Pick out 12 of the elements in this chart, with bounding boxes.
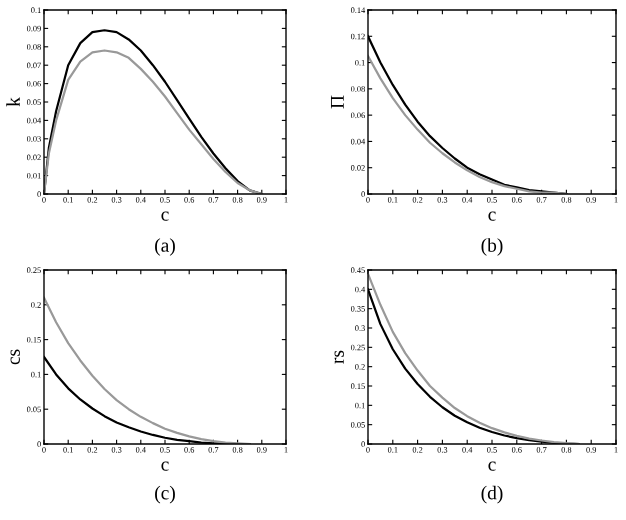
text: (b) bbox=[481, 238, 503, 256]
x-axis-title: c bbox=[488, 211, 496, 221]
y-axis-title: cs bbox=[10, 349, 20, 365]
y-axis-title: Π bbox=[330, 95, 344, 109]
text: (a) bbox=[155, 238, 175, 256]
y-axis-title: rs bbox=[334, 350, 344, 364]
y-axis-title: k bbox=[6, 97, 20, 107]
x-axis-title: c bbox=[161, 461, 169, 471]
text: (c) bbox=[155, 485, 175, 504]
x-axis-title: c bbox=[488, 461, 496, 471]
x-axis-title: c bbox=[161, 211, 169, 221]
text: (d) bbox=[481, 485, 503, 504]
